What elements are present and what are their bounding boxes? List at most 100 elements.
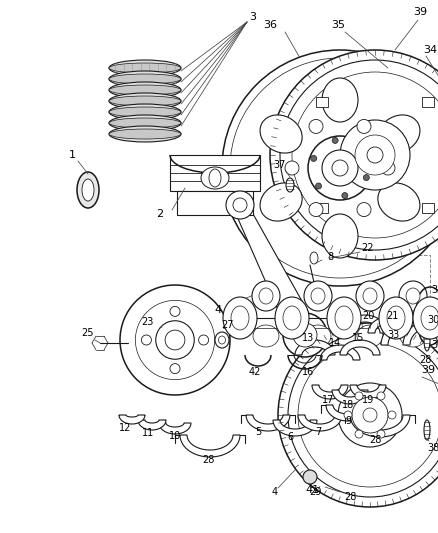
- Circle shape: [388, 411, 396, 419]
- Text: 38: 38: [427, 443, 438, 453]
- Ellipse shape: [223, 297, 257, 339]
- Circle shape: [357, 119, 371, 133]
- Circle shape: [355, 430, 363, 438]
- Text: 27: 27: [222, 320, 234, 330]
- FancyBboxPatch shape: [422, 203, 434, 213]
- Text: 13: 13: [302, 333, 314, 343]
- Polygon shape: [177, 191, 253, 215]
- Text: 32: 32: [431, 285, 438, 295]
- Text: 30: 30: [427, 315, 438, 325]
- Circle shape: [303, 470, 317, 484]
- Ellipse shape: [286, 178, 294, 192]
- Polygon shape: [381, 319, 438, 345]
- Circle shape: [278, 323, 438, 507]
- Polygon shape: [320, 345, 360, 360]
- Polygon shape: [368, 317, 408, 333]
- Ellipse shape: [378, 183, 420, 221]
- Text: 11: 11: [142, 428, 154, 438]
- Ellipse shape: [310, 252, 318, 264]
- Ellipse shape: [252, 281, 280, 311]
- Ellipse shape: [109, 82, 181, 98]
- Polygon shape: [170, 155, 260, 191]
- Text: 9: 9: [345, 416, 351, 426]
- Ellipse shape: [109, 107, 181, 117]
- Ellipse shape: [304, 281, 332, 311]
- Text: 39: 39: [421, 365, 435, 375]
- Circle shape: [141, 335, 152, 345]
- Circle shape: [270, 50, 438, 260]
- Text: 3: 3: [250, 12, 257, 22]
- Polygon shape: [332, 390, 368, 404]
- Text: 20: 20: [362, 311, 374, 321]
- Ellipse shape: [260, 115, 302, 153]
- Text: 15: 15: [352, 333, 364, 343]
- FancyBboxPatch shape: [422, 97, 434, 107]
- Ellipse shape: [109, 126, 181, 142]
- Circle shape: [156, 321, 194, 359]
- Circle shape: [120, 285, 230, 395]
- Ellipse shape: [109, 115, 181, 131]
- Ellipse shape: [335, 306, 353, 330]
- Polygon shape: [295, 340, 335, 355]
- Ellipse shape: [219, 336, 226, 344]
- Circle shape: [344, 411, 352, 419]
- Text: 29: 29: [309, 487, 321, 497]
- Text: 6: 6: [287, 432, 293, 442]
- Circle shape: [338, 383, 402, 447]
- Ellipse shape: [421, 306, 438, 330]
- Text: 4: 4: [215, 305, 222, 315]
- Ellipse shape: [305, 325, 331, 347]
- Text: 1: 1: [68, 150, 75, 160]
- Text: 25: 25: [82, 328, 94, 338]
- Circle shape: [226, 191, 254, 219]
- Polygon shape: [159, 423, 191, 434]
- Text: 18: 18: [342, 400, 354, 410]
- Text: 5: 5: [255, 427, 261, 437]
- Text: 17: 17: [322, 395, 334, 405]
- Text: 35: 35: [331, 20, 345, 30]
- Text: 22: 22: [362, 243, 374, 253]
- Ellipse shape: [399, 281, 427, 311]
- Polygon shape: [403, 319, 438, 345]
- Text: 23: 23: [141, 317, 153, 327]
- Ellipse shape: [260, 183, 302, 221]
- Circle shape: [293, 323, 317, 347]
- Circle shape: [322, 150, 358, 186]
- Text: 32: 32: [431, 340, 438, 350]
- Text: 12: 12: [119, 423, 131, 433]
- Ellipse shape: [231, 306, 249, 330]
- Text: 28: 28: [202, 455, 214, 465]
- Circle shape: [358, 147, 364, 153]
- Text: 4: 4: [272, 487, 278, 497]
- Ellipse shape: [356, 281, 384, 311]
- Ellipse shape: [253, 325, 279, 347]
- Text: 16: 16: [302, 367, 314, 377]
- Ellipse shape: [357, 325, 383, 347]
- Circle shape: [381, 161, 395, 175]
- Ellipse shape: [322, 214, 358, 258]
- Text: 37: 37: [274, 160, 286, 170]
- Circle shape: [377, 430, 385, 438]
- Polygon shape: [138, 420, 166, 430]
- Ellipse shape: [311, 288, 325, 304]
- Text: 42: 42: [249, 367, 261, 377]
- Circle shape: [363, 408, 377, 422]
- Polygon shape: [350, 385, 386, 399]
- Circle shape: [367, 147, 383, 163]
- Circle shape: [198, 335, 208, 345]
- Ellipse shape: [109, 118, 181, 128]
- Circle shape: [352, 397, 388, 433]
- Circle shape: [309, 119, 323, 133]
- Ellipse shape: [109, 85, 181, 95]
- Ellipse shape: [378, 115, 420, 153]
- Text: 7: 7: [315, 427, 321, 437]
- Text: 34: 34: [423, 45, 437, 55]
- Ellipse shape: [327, 297, 361, 339]
- Ellipse shape: [109, 60, 181, 76]
- Ellipse shape: [283, 306, 301, 330]
- Circle shape: [283, 313, 327, 357]
- Text: 2: 2: [156, 209, 163, 219]
- Ellipse shape: [109, 93, 181, 109]
- Polygon shape: [232, 205, 321, 335]
- Ellipse shape: [82, 179, 94, 201]
